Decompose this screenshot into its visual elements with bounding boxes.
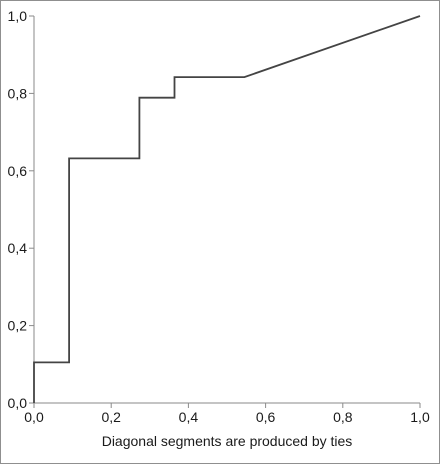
roc-curve-line: [33, 15, 421, 403]
x-tick-label: 0,6: [256, 409, 276, 425]
x-tick-label: 0,0: [24, 409, 44, 425]
y-tick-label: 0,2: [8, 318, 28, 334]
x-tick-label: 1,0: [410, 409, 430, 425]
x-tick-label: 0,4: [179, 409, 199, 425]
x-tick-label: 0,2: [101, 409, 121, 425]
axes: [33, 16, 420, 404]
y-ticks: 0,0 0,2 0,4 0,6 0,8 1,0: [8, 8, 34, 411]
series-group: [33, 15, 421, 403]
x-ticks: 0,0 0,2 0,4 0,6 0,8 1,0: [24, 403, 430, 425]
y-tick-label: 1,0: [8, 8, 28, 24]
y-tick-label: 0,4: [8, 240, 28, 256]
y-tick-label: 0,8: [8, 85, 28, 101]
x-tick-label: 0,8: [333, 409, 353, 425]
y-tick-label: 0,0: [8, 395, 28, 411]
y-tick-label: 0,6: [8, 163, 28, 179]
x-axis-title: Diagonal segments are produced by ties: [102, 433, 353, 449]
